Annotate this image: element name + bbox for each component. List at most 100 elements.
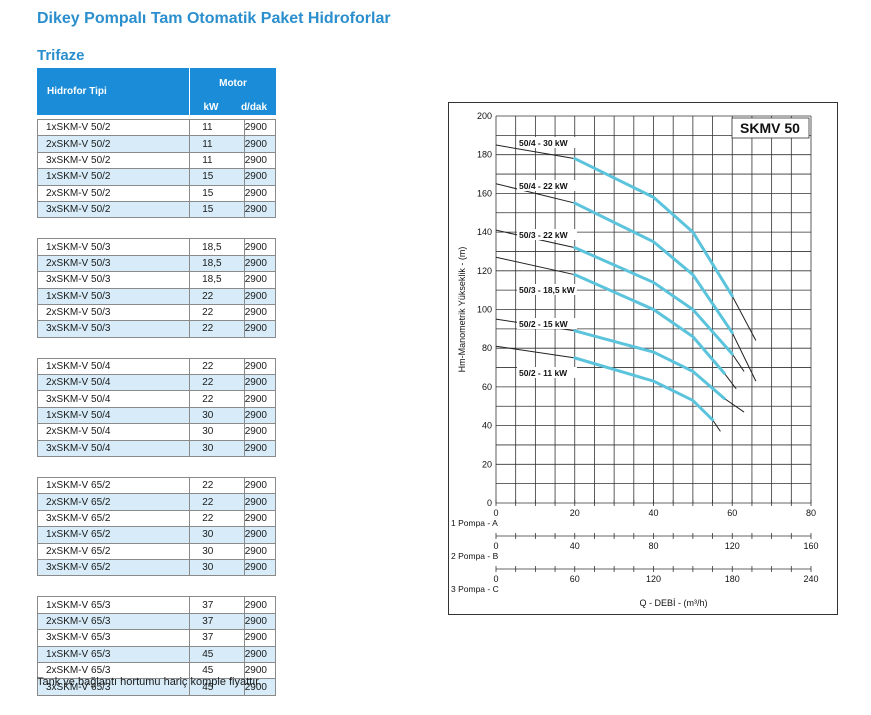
y-tick-label: 40 <box>482 421 492 431</box>
y-tick-label: 80 <box>482 343 492 353</box>
cell-kw: 30 <box>189 423 245 441</box>
cell-type: 2xSKM-V 50/3 <box>36 254 191 273</box>
cell-rpm: 2900 <box>243 357 277 376</box>
x-tick-label: 0 <box>493 541 498 551</box>
x-tick-label: 20 <box>570 508 580 518</box>
cell-type: 1xSKM-V 50/2 <box>36 118 191 137</box>
cell-type: 1xSKM-V 65/3 <box>36 645 191 663</box>
cell-rpm: 2900 <box>243 184 277 202</box>
cell-kw: 22 <box>189 287 245 305</box>
cell-kw: 15 <box>189 184 245 202</box>
chart-svg: 020406080100120140160180200Hm-Manometrik… <box>451 111 819 608</box>
cell-rpm: 2900 <box>243 406 277 425</box>
cell-rpm: 2900 <box>243 661 277 680</box>
cell-type: 2xSKM-V 50/3 <box>36 303 191 322</box>
cell-rpm: 2900 <box>243 320 277 338</box>
x-tick-label: 0 <box>493 574 498 584</box>
cell-kw: 22 <box>189 320 245 338</box>
table-row: 2xSKM-V 50/4 30 2900 <box>36 423 277 441</box>
cell-type: 1xSKM-V 65/3 <box>36 596 191 614</box>
series-label-bg <box>517 284 577 295</box>
table-row: 1xSKM-V 65/2 22 2900 <box>36 477 277 495</box>
cell-type: 2xSKM-V 65/2 <box>36 542 191 560</box>
series-line <box>495 318 745 413</box>
cell-rpm: 2900 <box>243 558 277 577</box>
cell-type: 1xSKM-V 65/2 <box>36 477 191 495</box>
cell-rpm: 2900 <box>243 151 277 170</box>
cell-rpm: 2900 <box>243 254 277 273</box>
table-row: 1xSKM-V 50/2 11 2900 <box>36 118 277 137</box>
col-motor-header: Motor <box>189 68 276 100</box>
x-tick-label: 160 <box>803 541 818 551</box>
cell-kw: 18,5 <box>189 254 245 273</box>
cell-kw: 37 <box>189 596 245 614</box>
series-operating-range <box>573 356 715 422</box>
cell-rpm: 2900 <box>243 200 277 219</box>
cell-rpm: 2900 <box>243 168 277 186</box>
table-group: 1xSKM-V 50/3 18,5 2900 2xSKM-V 50/3 18,5 2900… <box>36 238 277 338</box>
cell-type: 1xSKM-V 65/2 <box>36 526 191 544</box>
cell-kw: 11 <box>189 118 245 137</box>
cell-type: 3xSKM-V 50/4 <box>36 439 191 458</box>
x-tick-label: 40 <box>570 541 580 551</box>
table-row: 3xSKM-V 50/2 11 2900 <box>36 151 277 170</box>
y-tick-label: 160 <box>477 188 492 198</box>
cell-type: 2xSKM-V 65/3 <box>36 612 191 631</box>
cell-type: 2xSKM-V 50/2 <box>36 135 191 153</box>
cell-type: 1xSKM-V 50/2 <box>36 168 191 186</box>
series-label-bg <box>517 180 577 191</box>
y-tick-label: 180 <box>477 150 492 160</box>
cell-type: 1xSKM-V 50/3 <box>36 238 191 256</box>
col-rpm-header: d/dak <box>232 99 276 115</box>
table-row: 1xSKM-V 65/2 30 2900 <box>36 526 277 544</box>
table-row: 3xSKM-V 65/3 37 2900 <box>36 629 277 647</box>
table-row: 1xSKM-V 50/3 18,5 2900 <box>36 238 277 256</box>
series-label-bg <box>517 137 577 148</box>
x-tick-label: 120 <box>725 541 740 551</box>
table-row: 3xSKM-V 50/4 30 2900 <box>36 439 277 458</box>
cell-type: 1xSKM-V 50/3 <box>36 287 191 305</box>
table-row: 3xSKM-V 65/2 30 2900 <box>36 558 277 577</box>
table-group: 1xSKM-V 50/2 11 2900 2xSKM-V 50/2 11 2900 3xSK… <box>36 118 277 219</box>
pump-curve-chart: 0 20 40 60 80 100 120 140 160 180 200 Hm-Manometrik… <box>448 102 838 615</box>
series-label: 50/3 - 22 kW <box>519 230 569 240</box>
cell-kw: 15 <box>189 168 245 186</box>
y-tick-label: 200 <box>477 111 492 121</box>
cell-rpm: 2900 <box>243 645 277 663</box>
cell-rpm: 2900 <box>243 118 277 137</box>
cell-rpm: 2900 <box>243 303 277 322</box>
page-title: Dikey Pompalı Tam Otomatik Paket Hidrofo… <box>37 10 391 27</box>
series-label: 50/4 - 22 kW <box>519 181 569 191</box>
cell-type: 2xSKM-V 50/2 <box>36 184 191 202</box>
cell-rpm: 2900 <box>243 135 277 153</box>
cell-rpm: 2900 <box>243 526 277 544</box>
cell-rpm: 2900 <box>243 678 277 696</box>
y-tick-label: 20 <box>482 459 492 469</box>
cell-type: 1xSKM-V 50/4 <box>36 357 191 376</box>
table-row: 2xSKM-V 65/2 30 2900 <box>36 542 277 560</box>
x-tick-label: 80 <box>806 508 816 518</box>
cell-kw: 30 <box>189 558 245 577</box>
cell-type: 2xSKM-V 65/2 <box>36 493 191 511</box>
cell-rpm: 2900 <box>243 374 277 392</box>
cell-kw: 22 <box>189 374 245 392</box>
cell-type: 3xSKM-V 50/4 <box>36 390 191 408</box>
chart-title: SKMV 50 <box>740 120 800 136</box>
cell-type: 3xSKM-V 50/2 <box>36 200 191 219</box>
series-operating-range <box>573 246 734 356</box>
series-label: 50/4 - 30 kW <box>519 138 569 148</box>
table-row: 3xSKM-V 50/3 22 2900 <box>36 320 277 338</box>
series-label: 50/2 - 11 kW <box>519 368 568 378</box>
y-tick-label: 120 <box>477 266 492 276</box>
cell-rpm: 2900 <box>243 439 277 458</box>
cell-kw: 30 <box>189 526 245 544</box>
x-tick-label: 40 <box>648 508 658 518</box>
x-axis-series-label: 1 Pompa - A <box>451 518 498 528</box>
table-row: 2xSKM-V 65/3 37 2900 <box>36 612 277 631</box>
cell-rpm: 2900 <box>243 542 277 560</box>
table-row: 1xSKM-V 50/3 22 2900 <box>36 287 277 305</box>
table-row: 1xSKM-V 50/2 15 2900 <box>36 168 277 186</box>
y-tick-label: 0 <box>487 498 492 508</box>
table-row: 3xSKM-V 65/3 45 2900 <box>36 678 277 696</box>
table-row: 2xSKM-V 65/2 22 2900 <box>36 493 277 511</box>
